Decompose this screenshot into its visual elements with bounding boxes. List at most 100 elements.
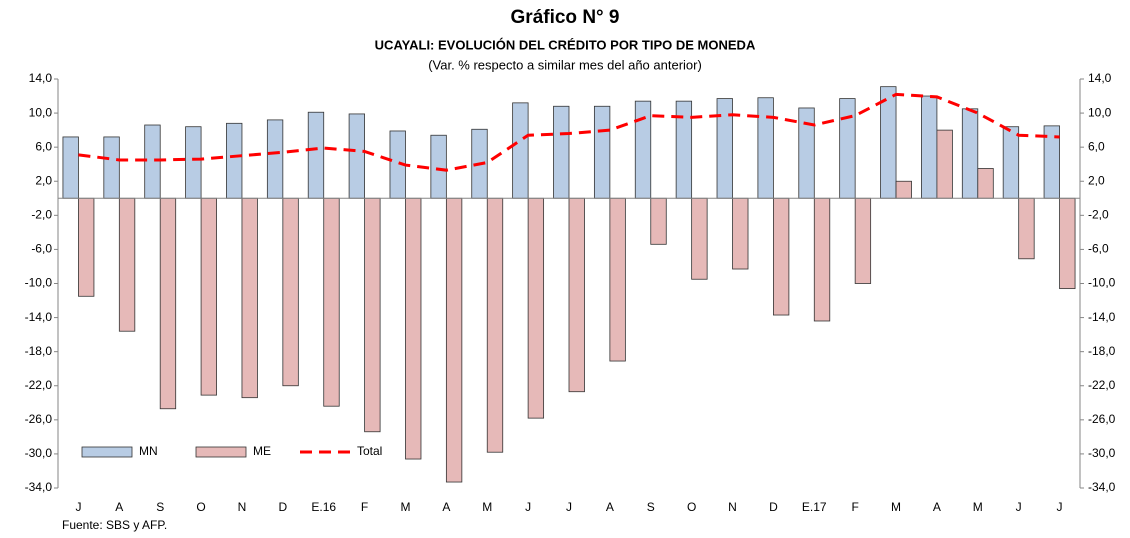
- x-tick-label: A: [442, 500, 450, 514]
- bar: [977, 168, 994, 199]
- y-tick-label: 10,0: [29, 105, 53, 119]
- bar: [103, 136, 120, 199]
- bar: [813, 197, 831, 322]
- y-tick-label: -6,0: [31, 242, 52, 256]
- y-tick-label-right: -14,0: [1088, 310, 1116, 324]
- bar: [307, 111, 325, 199]
- bar: [405, 197, 422, 460]
- x-tick-label: N: [238, 500, 247, 514]
- x-tick-label: J: [525, 500, 531, 514]
- y-tick-label: 2,0: [35, 173, 52, 187]
- x-tick-label: M: [891, 500, 901, 514]
- y-tick-label-right: -26,0: [1088, 412, 1116, 426]
- legend-label: MN: [139, 444, 158, 458]
- x-tick-label: J: [75, 500, 81, 514]
- bar: [732, 197, 749, 270]
- bar: [241, 197, 258, 399]
- bar: [185, 126, 202, 199]
- bar: [798, 107, 815, 199]
- bar: [634, 100, 652, 199]
- bar: [226, 122, 243, 199]
- legend-label: ME: [253, 444, 271, 458]
- x-tick-label: S: [156, 500, 164, 514]
- bar: [430, 134, 447, 199]
- y-tick-label-right: 6,0: [1088, 139, 1105, 153]
- x-tick-label: M: [973, 500, 983, 514]
- x-tick-label: A: [115, 500, 123, 514]
- bar: [1002, 126, 1020, 199]
- y-tick-label: -10,0: [25, 276, 53, 290]
- bar: [921, 95, 938, 199]
- y-tick-label-right: -6,0: [1088, 242, 1109, 256]
- bar: [961, 108, 979, 199]
- chart-subtitle: UCAYALI: EVOLUCIÓN DEL CRÉDITO POR TIPO …: [375, 37, 756, 52]
- bar: [568, 197, 585, 393]
- bar: [78, 197, 95, 297]
- x-tick-label: O: [687, 500, 696, 514]
- bar: [266, 119, 284, 199]
- x-tick-label: N: [728, 500, 737, 514]
- y-tick-label-right: -22,0: [1088, 378, 1116, 392]
- bar: [854, 197, 872, 284]
- chart-title: Gráfico N° 9: [511, 7, 620, 28]
- bar: [1059, 197, 1076, 290]
- x-tick-label: A: [606, 500, 614, 514]
- line-series: [78, 92, 1060, 172]
- y-tick-label: -14,0: [25, 310, 53, 324]
- y-tick-label-right: -30,0: [1088, 446, 1116, 460]
- y-tick-label-right: -18,0: [1088, 344, 1116, 358]
- y-tick-label-right: -34,0: [1088, 480, 1116, 494]
- bar: [553, 105, 570, 199]
- y-tick-label: 14,0: [29, 71, 53, 85]
- bar: [282, 197, 299, 387]
- y-tick-label: -26,0: [25, 412, 53, 426]
- y-tick-label: -18,0: [25, 344, 53, 358]
- y-tick-label: 6,0: [35, 139, 52, 153]
- y-tick-label: -30,0: [25, 446, 53, 460]
- bar: [445, 197, 463, 483]
- bar: [364, 197, 381, 433]
- y-tick-label-right: 10,0: [1088, 105, 1112, 119]
- x-tick-label: D: [279, 500, 288, 514]
- bar: [880, 86, 897, 199]
- bar: [757, 97, 774, 199]
- bar: [1018, 197, 1035, 260]
- y-tick-label-right: 2,0: [1088, 173, 1105, 187]
- bar: [486, 197, 504, 453]
- x-tick-label: F: [851, 500, 858, 514]
- x-tick-label: J: [566, 500, 572, 514]
- x-tick-label: J: [1057, 500, 1063, 514]
- bar: [348, 113, 366, 199]
- x-tick-label: D: [769, 500, 778, 514]
- bar: [895, 180, 912, 199]
- source-note: Fuente: SBS y AFP.: [62, 518, 167, 532]
- x-tick-label: M: [400, 500, 410, 514]
- x-tick-label: F: [361, 500, 368, 514]
- legend-label: Total: [357, 444, 382, 458]
- bar: [144, 124, 161, 199]
- chart-subtitle: (Var. % respecto a similar mes del año a…: [428, 57, 702, 72]
- y-tick-label-right: -10,0: [1088, 276, 1116, 290]
- x-tick-label: M: [482, 500, 492, 514]
- y-tick-label: -22,0: [25, 378, 53, 392]
- bar: [609, 197, 626, 362]
- bar: [62, 136, 79, 199]
- bar: [512, 102, 529, 199]
- bar: [691, 197, 708, 280]
- bar: [118, 197, 136, 332]
- bar: [200, 197, 217, 396]
- x-tick-label: E.16: [311, 500, 336, 514]
- bar: [773, 197, 790, 316]
- bar: [527, 197, 545, 419]
- y-tick-label-right: 14,0: [1088, 71, 1112, 85]
- bar: [839, 98, 856, 199]
- bar: [593, 105, 611, 199]
- x-tick-label: E.17: [802, 500, 827, 514]
- bar: [650, 197, 667, 245]
- bar: [936, 129, 953, 199]
- x-tick-label: S: [647, 500, 655, 514]
- x-tick-label: A: [933, 500, 941, 514]
- y-tick-label-right: -2,0: [1088, 208, 1109, 222]
- bar: [159, 197, 177, 410]
- x-tick-label: J: [1016, 500, 1022, 514]
